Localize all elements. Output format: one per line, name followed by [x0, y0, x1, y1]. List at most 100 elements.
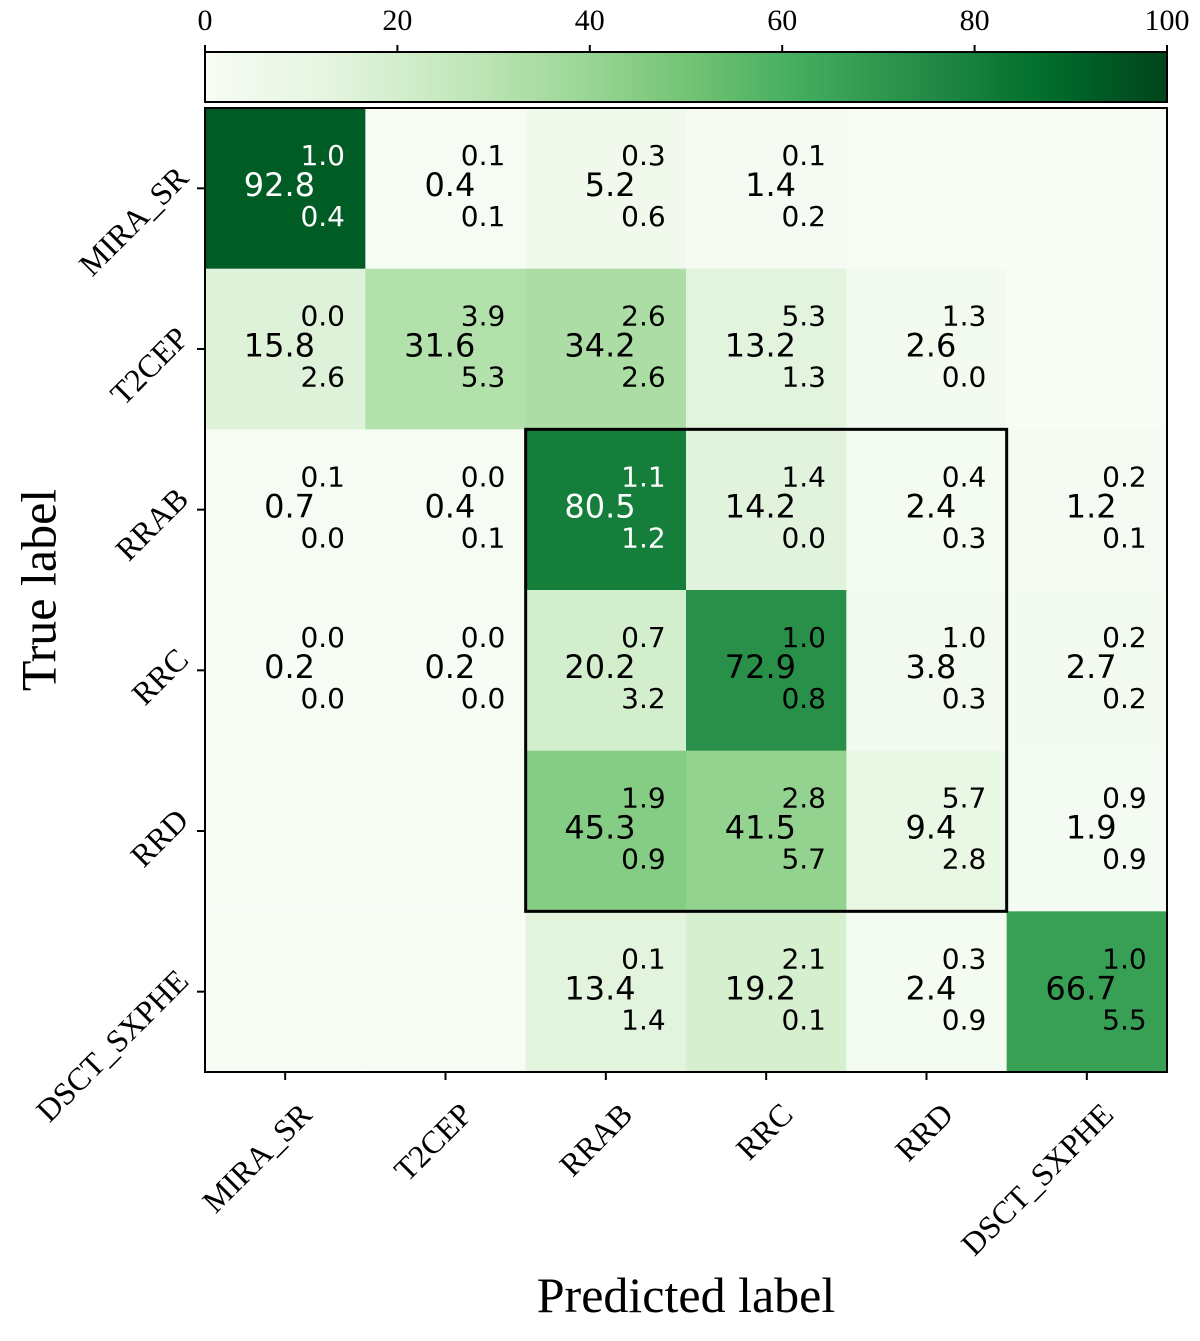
cell-error-plus: 0.1 [621, 942, 666, 975]
cell-value: 0.7 [264, 487, 315, 525]
cell-error-minus: 0.0 [942, 361, 987, 394]
cell-error-minus: 0.1 [461, 521, 506, 554]
cell [846, 750, 1008, 912]
cell-value: 2.7 [1066, 648, 1117, 686]
cell-error-plus: 5.3 [781, 300, 826, 333]
cell [205, 108, 366, 270]
empty-cell [205, 911, 366, 1073]
y-tick-label: DSCT_SXPHE [29, 962, 195, 1128]
cell [846, 911, 1008, 1073]
cell-error-plus: 0.1 [781, 139, 826, 172]
cell-value: 9.4 [905, 809, 956, 847]
colorbar-tick-label: 100 [1145, 4, 1190, 37]
cell-error-minus: 0.9 [942, 1003, 987, 1036]
cell-value: 72.9 [725, 648, 796, 686]
cell-error-minus: 0.0 [300, 521, 345, 554]
y-axis-label: True label [10, 489, 66, 691]
cell-value: 0.2 [424, 648, 475, 686]
cell [686, 911, 847, 1073]
cell-value: 92.8 [244, 166, 315, 204]
cell-error-minus: 1.4 [621, 1003, 666, 1036]
cell-error-minus: 0.1 [461, 200, 506, 233]
cell-error-plus: 5.7 [942, 782, 987, 815]
cell-error-minus: 1.2 [621, 521, 666, 554]
cell [686, 750, 847, 912]
cell-error-minus: 0.2 [781, 200, 826, 233]
empty-cell [365, 750, 527, 912]
cell [525, 268, 687, 430]
cell-error-plus: 1.1 [621, 460, 666, 493]
cell-error-minus: 0.0 [461, 682, 506, 715]
cell-error-plus: 0.0 [461, 460, 506, 493]
cell-error-plus: 1.0 [300, 139, 345, 172]
y-tick-label: RRC [124, 641, 195, 712]
cell-error-minus: 0.3 [942, 682, 987, 715]
cell [846, 429, 1008, 591]
cell-error-minus: 5.3 [461, 361, 506, 394]
cell-value: 14.2 [725, 487, 796, 525]
y-tick-label: T2CEP [103, 320, 195, 412]
cell-error-minus: 0.0 [300, 682, 345, 715]
cell-error-plus: 0.3 [942, 942, 987, 975]
cell-value: 20.2 [564, 648, 635, 686]
cell [365, 590, 527, 752]
cell [1006, 429, 1168, 591]
x-tick-label: RRAB [552, 1096, 639, 1183]
cell-error-minus: 0.1 [1102, 521, 1147, 554]
x-tick-label: DSCT_SXPHE [954, 1096, 1120, 1262]
cell-value: 13.4 [564, 969, 635, 1007]
cell-value: 1.2 [1066, 487, 1117, 525]
colorbar-tick-label: 60 [767, 4, 797, 37]
highlight-box [524, 427, 1009, 913]
cell-value: 2.4 [905, 969, 956, 1007]
cell-error-plus: 1.4 [781, 460, 826, 493]
y-tick-label: MIRA_SR [72, 159, 196, 283]
cell-value: 5.2 [585, 166, 636, 204]
empty-cell [205, 750, 366, 912]
x-tick-label: MIRA_SR [195, 1095, 319, 1219]
cell-error-plus: 1.0 [942, 621, 987, 654]
cell-error-plus: 1.9 [621, 782, 666, 815]
cell-error-minus: 5.5 [1102, 1003, 1147, 1036]
cell [205, 429, 366, 591]
cell-value: 3.8 [905, 648, 956, 686]
cell-error-plus: 0.1 [461, 139, 506, 172]
cell-value: 1.9 [1066, 809, 1117, 847]
empty-cell [1006, 268, 1168, 430]
empty-cell [1006, 108, 1168, 270]
cell [846, 590, 1008, 752]
cell-error-minus: 3.2 [621, 682, 666, 715]
y-tick-label: RRAB [108, 480, 195, 567]
colorbar-tick-label: 80 [960, 4, 990, 37]
cell-error-plus: 2.1 [781, 942, 826, 975]
cell-error-minus: 0.4 [300, 200, 345, 233]
cell-error-minus: 2.6 [300, 361, 345, 394]
cell-error-plus: 3.9 [461, 300, 506, 333]
empty-cell [365, 911, 527, 1073]
cell-error-minus: 0.3 [942, 521, 987, 554]
cell-value: 31.6 [404, 327, 475, 365]
cell [1006, 590, 1168, 752]
y-tick-label: RRD [123, 802, 195, 874]
cell-error-plus: 1.0 [1102, 942, 1147, 975]
cell-error-minus: 0.2 [1102, 682, 1147, 715]
cell-error-minus: 0.6 [621, 200, 666, 233]
colorbar-tick-label: 20 [382, 4, 412, 37]
cell [686, 429, 847, 591]
x-axis-label: Predicted label [537, 1267, 836, 1323]
colorbar [204, 51, 1168, 103]
cell [365, 268, 527, 430]
cell-error-minus: 0.9 [621, 843, 666, 876]
cell-value: 80.5 [564, 487, 635, 525]
cell-value: 13.2 [725, 327, 796, 365]
cell-error-plus: 0.9 [1102, 782, 1147, 815]
cell [686, 268, 847, 430]
cell-value: 45.3 [564, 809, 635, 847]
cell [525, 590, 687, 752]
empty-cell [846, 108, 1008, 270]
cell-value: 2.4 [905, 487, 956, 525]
x-tick-label: T2CEP [387, 1096, 479, 1188]
cell-value: 66.7 [1045, 969, 1116, 1007]
cell-error-plus: 0.0 [300, 300, 345, 333]
